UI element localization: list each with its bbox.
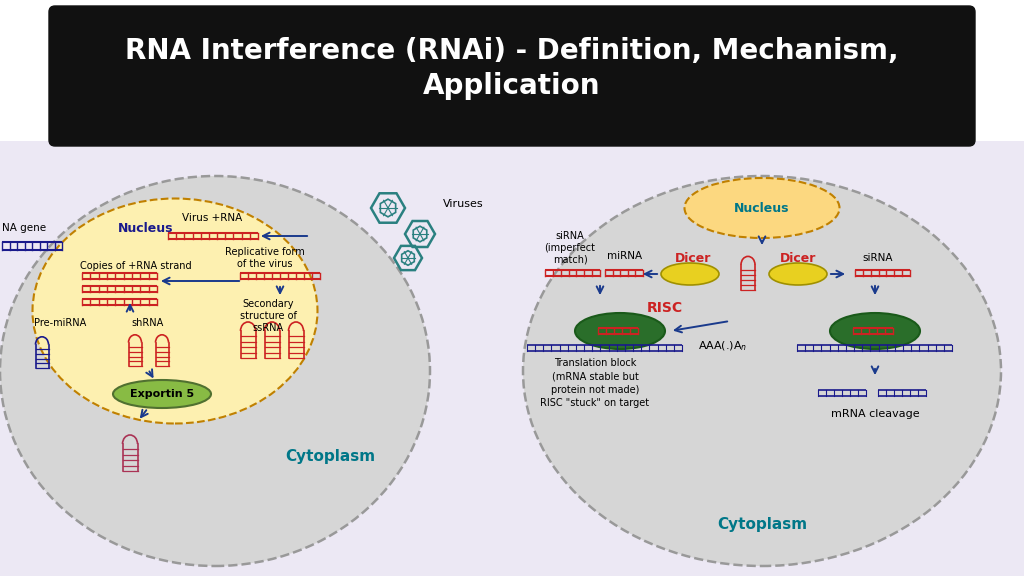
Ellipse shape — [662, 263, 719, 285]
Text: mRNA cleavage: mRNA cleavage — [830, 409, 920, 419]
Text: Exportin 5: Exportin 5 — [130, 389, 195, 399]
Text: siRNA: siRNA — [863, 253, 893, 263]
Text: Replicative form
of the virus: Replicative form of the virus — [225, 247, 305, 269]
Text: shRNA: shRNA — [132, 318, 164, 328]
Text: Dicer: Dicer — [780, 252, 816, 264]
Text: miRNA: miRNA — [607, 251, 643, 261]
Text: AAA(.)A$_n$: AAA(.)A$_n$ — [698, 339, 748, 353]
Ellipse shape — [769, 263, 827, 285]
Text: Cytoplasm: Cytoplasm — [285, 449, 375, 464]
Text: Viruses: Viruses — [443, 199, 483, 209]
FancyBboxPatch shape — [49, 6, 975, 146]
Text: Nucleus: Nucleus — [118, 222, 173, 234]
Text: NA gene: NA gene — [2, 223, 46, 233]
Text: RISC: RISC — [647, 301, 683, 315]
Text: Nucleus: Nucleus — [734, 202, 790, 214]
Ellipse shape — [33, 199, 317, 423]
Ellipse shape — [523, 176, 1001, 566]
Text: Application: Application — [423, 72, 601, 100]
Text: Copies of +RNA strand: Copies of +RNA strand — [80, 261, 191, 271]
Text: Cytoplasm: Cytoplasm — [717, 517, 807, 532]
Text: RNA Interference (RNAi) - Definition, Mechanism,: RNA Interference (RNAi) - Definition, Me… — [125, 37, 899, 65]
Ellipse shape — [684, 178, 840, 238]
Text: Pre-miRNA: Pre-miRNA — [34, 318, 86, 328]
Ellipse shape — [113, 380, 211, 408]
Ellipse shape — [0, 176, 430, 566]
Text: Virus +RNA: Virus +RNA — [182, 213, 243, 223]
Text: Dicer: Dicer — [675, 252, 712, 264]
Bar — [0, 141, 1024, 576]
Text: siRNA
(imperfect
match): siRNA (imperfect match) — [545, 232, 596, 264]
Text: Secondary
structure of
ssRNA: Secondary structure of ssRNA — [240, 300, 296, 332]
Text: Translation block
(mRNA stable but
protein not made)
RISC "stuck" on target: Translation block (mRNA stable but prote… — [541, 358, 649, 408]
Ellipse shape — [575, 313, 665, 349]
Ellipse shape — [830, 313, 920, 349]
